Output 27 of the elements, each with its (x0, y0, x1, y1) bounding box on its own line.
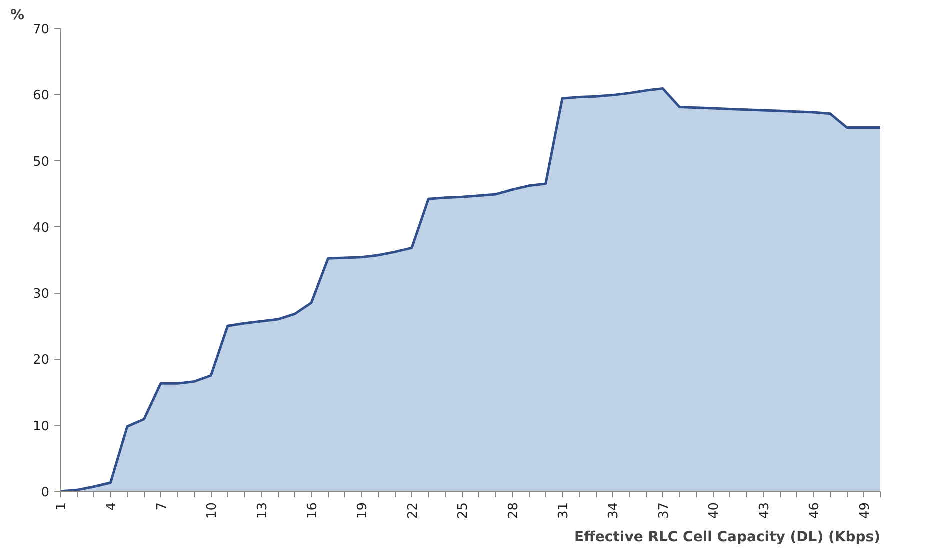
y-tick-label: 20 (32, 353, 50, 368)
x-tick-label: 19 (356, 502, 371, 520)
x-tick-label: 34 (606, 502, 622, 520)
x-tick-label: 22 (406, 502, 421, 520)
y-tick-label: 70 (32, 22, 50, 38)
x-tick-label: 7 (154, 502, 170, 511)
x-tick-label: 10 (205, 502, 220, 520)
x-axis-title: Effective RLC Cell Capacity (DL) (Kbps) (574, 530, 881, 546)
y-tick-label: 10 (32, 419, 50, 434)
x-tick-label: 40 (707, 502, 722, 520)
x-tick-label: 1 (54, 502, 70, 511)
x-tick-label: 37 (656, 502, 672, 520)
x-tick-label: 13 (255, 502, 270, 520)
x-tick-label: 43 (757, 502, 772, 520)
x-tick-label: 46 (808, 502, 823, 520)
y-tick-label: 40 (32, 220, 50, 236)
y-axis-title: % (10, 8, 25, 24)
x-tick-label: 25 (456, 502, 472, 520)
x-tick-label: 16 (306, 502, 321, 520)
x-tick-label: 49 (858, 502, 873, 520)
y-tick-label: 0 (41, 486, 50, 500)
x-tick-label: 4 (104, 502, 120, 511)
x-tick-label: 28 (506, 502, 522, 520)
y-tick-label: 50 (32, 154, 50, 170)
y-tick-label: 30 (32, 287, 50, 302)
x-tick-label: 31 (556, 502, 572, 520)
y-tick-label: 60 (32, 88, 50, 104)
